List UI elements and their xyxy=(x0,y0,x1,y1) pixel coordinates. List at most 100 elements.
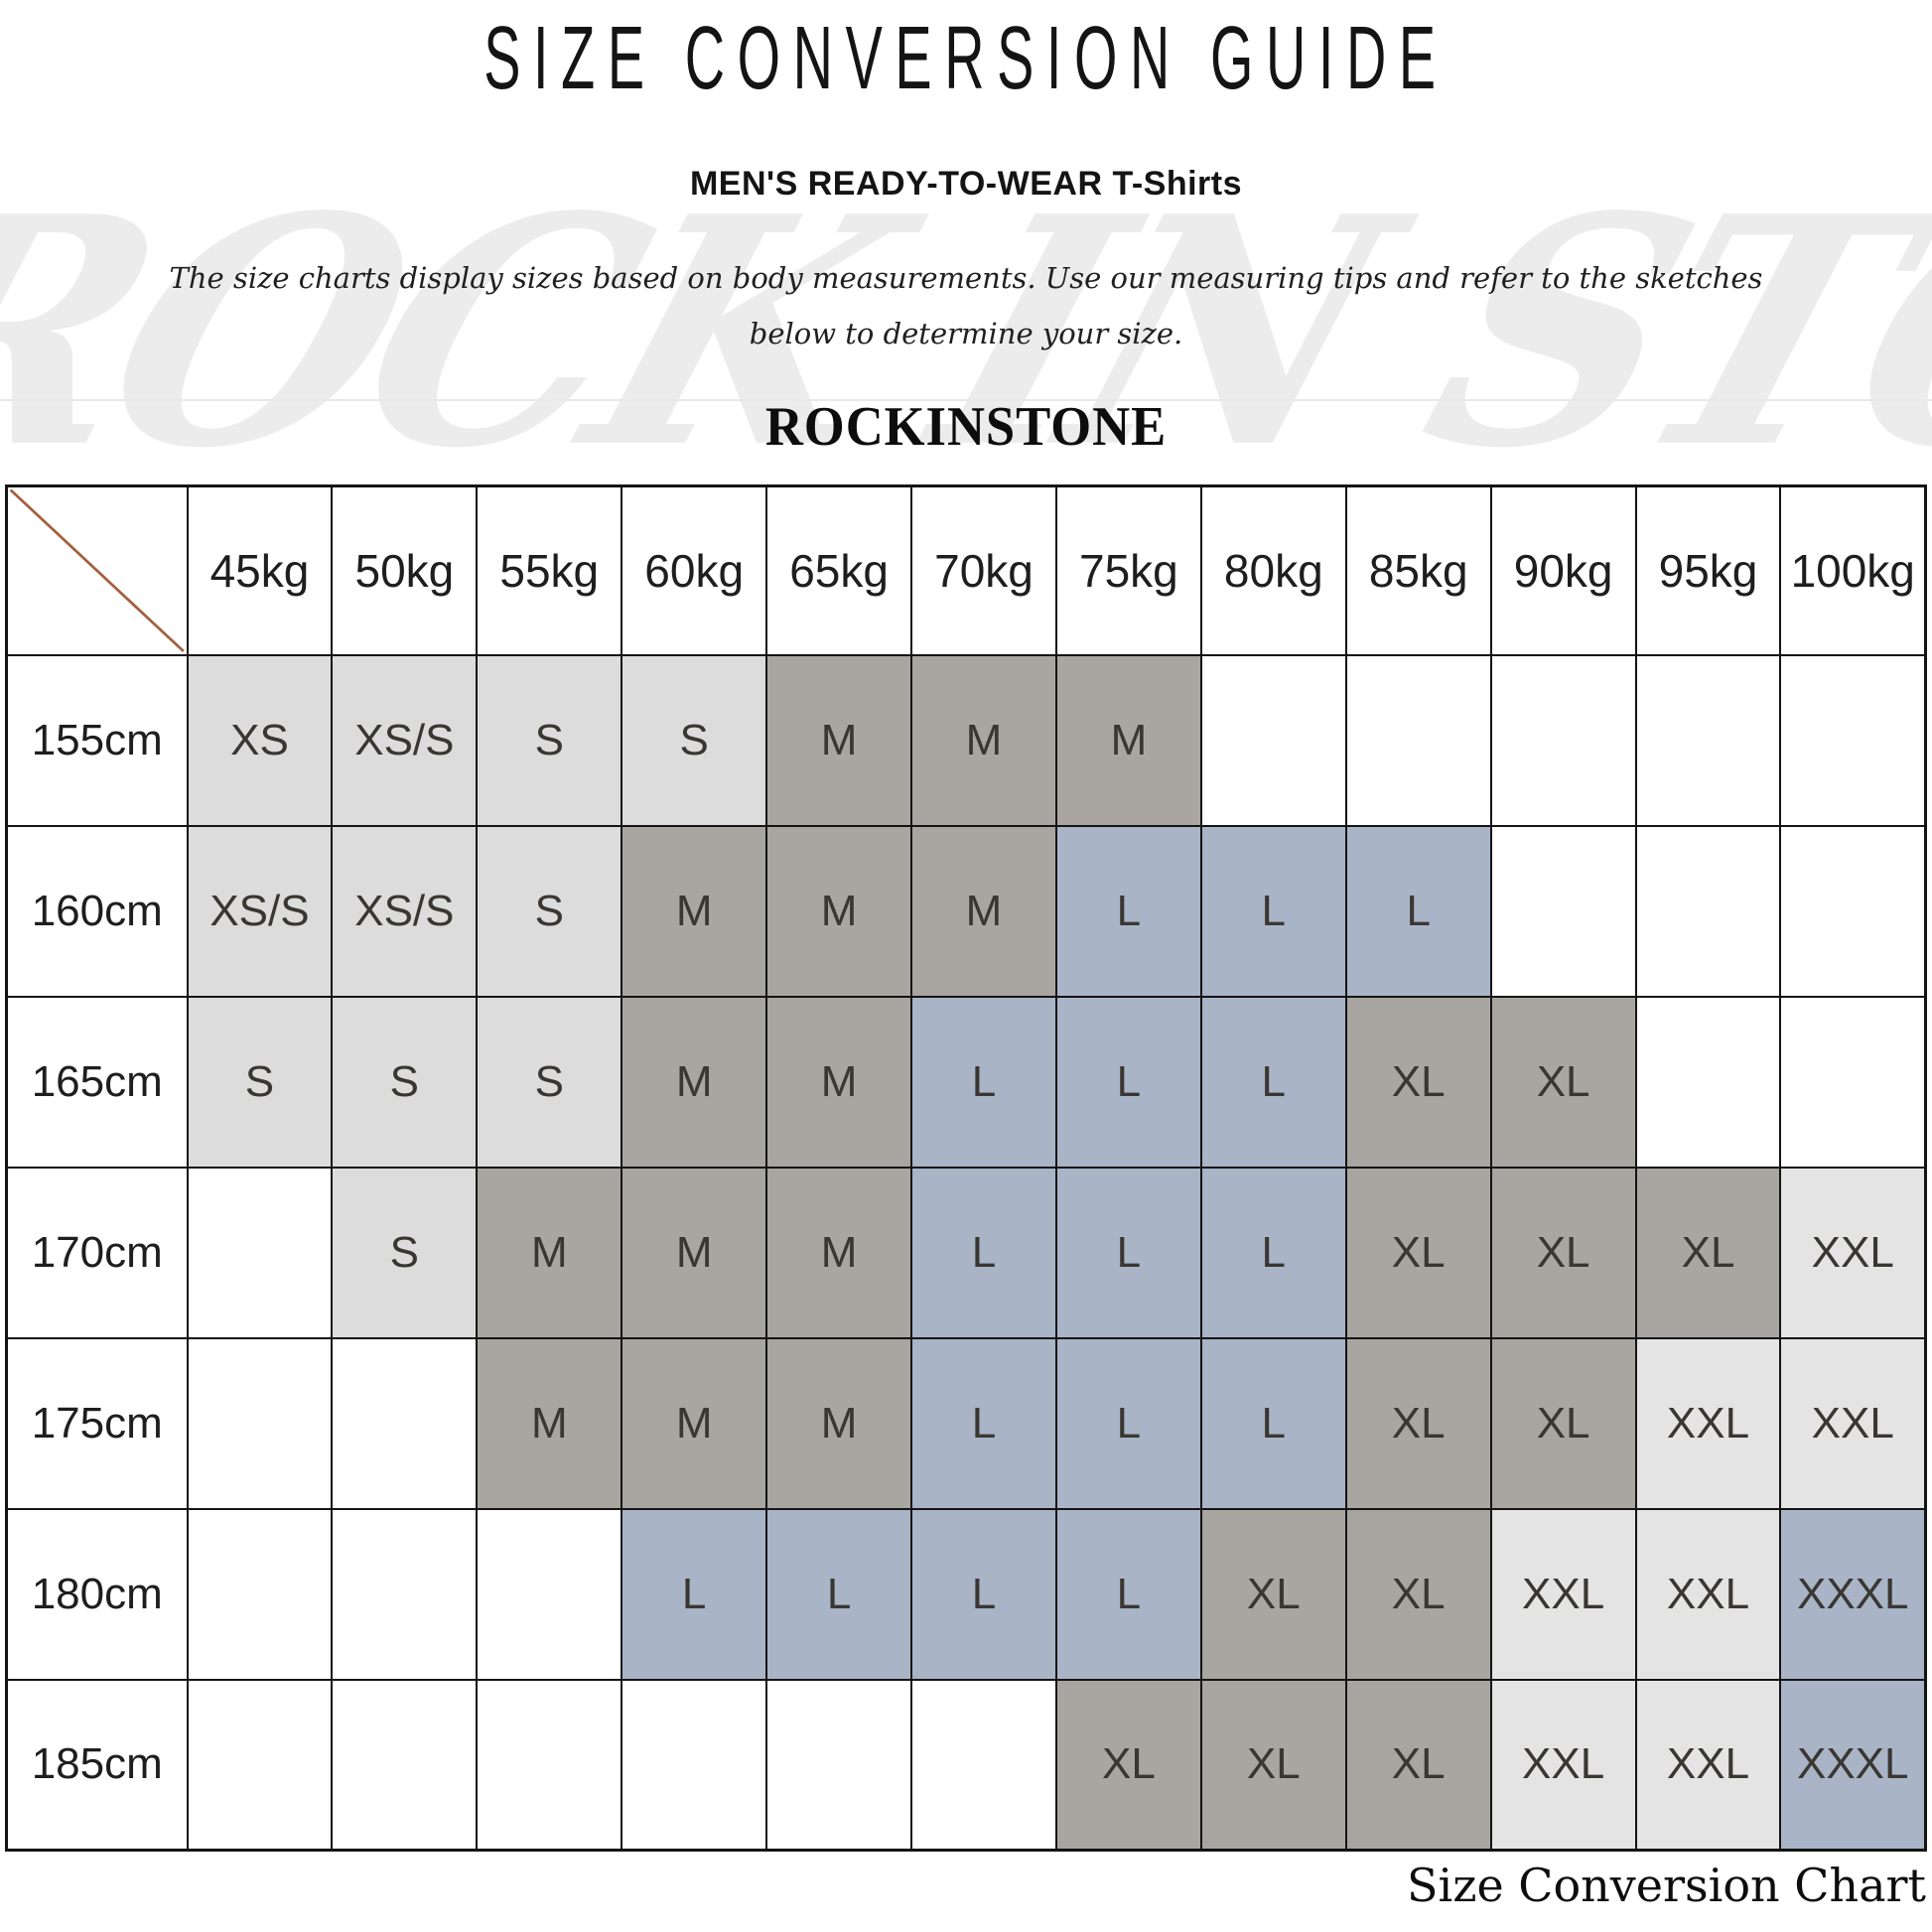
weight-header-cell: 50kg xyxy=(331,484,479,656)
size-cell: S xyxy=(186,995,334,1169)
size-cell: L xyxy=(910,1166,1057,1339)
size-cell xyxy=(186,1678,334,1852)
description-line-2: below to determine your size. xyxy=(749,317,1183,350)
height-header-cell: 170cm xyxy=(5,1166,189,1339)
size-cell: L xyxy=(910,1336,1057,1510)
weight-header-cell: 55kg xyxy=(476,484,623,656)
size-cell xyxy=(1489,824,1637,998)
size-cell: XXL xyxy=(1634,1678,1782,1852)
size-cell: XXXL xyxy=(1779,1507,1927,1681)
size-cell: XS/S xyxy=(186,824,334,998)
page-subtitle: MEN'S READY-TO-WEAR T-Shirts xyxy=(0,165,1932,204)
size-cell: M xyxy=(910,653,1057,827)
weight-header-cell: 95kg xyxy=(1634,484,1782,656)
size-cell: L xyxy=(1199,1166,1347,1339)
size-cell xyxy=(1779,653,1927,827)
height-header-cell: 155cm xyxy=(5,653,189,827)
size-cell: XL xyxy=(1199,1507,1347,1681)
weight-header-cell: 80kg xyxy=(1199,484,1347,656)
size-cell xyxy=(1779,995,1927,1169)
size-cell: XXL xyxy=(1489,1678,1637,1852)
table-row: 185cm XL XL XL XXL XXL XXXL xyxy=(5,1678,1927,1852)
size-cell: M xyxy=(476,1336,623,1510)
size-cell: M xyxy=(621,995,768,1169)
size-cell: XL xyxy=(1634,1166,1782,1339)
size-cell: XXL xyxy=(1634,1507,1782,1681)
size-cell: L xyxy=(1054,1166,1202,1339)
size-cell: L xyxy=(765,1507,913,1681)
table-row: 170cm S M M M L L L XL XL XL XXL xyxy=(5,1166,1927,1339)
size-cell: L xyxy=(1054,995,1202,1169)
size-cell xyxy=(186,1166,334,1339)
size-cell: XL xyxy=(1344,1166,1492,1339)
size-cell: L xyxy=(621,1507,768,1681)
weight-header-cell: 100kg xyxy=(1779,484,1927,656)
table-row: 165cm S S S M M L L L XL XL xyxy=(5,995,1927,1169)
size-cell xyxy=(186,1507,334,1681)
table-row: 175cm M M M L L L XL XL XXL XXL xyxy=(5,1336,1927,1510)
size-cell xyxy=(1489,653,1637,827)
size-cell: S xyxy=(476,824,623,998)
size-cell: XL xyxy=(1489,995,1637,1169)
table-row: 160cm XS/S XS/S S M M M L L L xyxy=(5,824,1927,998)
height-header-cell: 165cm xyxy=(5,995,189,1169)
size-cell: M xyxy=(765,653,913,827)
size-table: 45kg 50kg 55kg 60kg 65kg 70kg 75kg 80kg 85kg 90kg… xyxy=(5,484,1927,1852)
size-cell: S xyxy=(331,1166,479,1339)
size-cell: XS xyxy=(186,653,334,827)
weight-header-cell: 85kg xyxy=(1344,484,1492,656)
chart-caption: Size Conversion Chart xyxy=(1406,1859,1926,1912)
size-cell: M xyxy=(765,1336,913,1510)
brand-name: ROCKINSTONE xyxy=(764,396,1168,458)
size-cell: S xyxy=(476,995,623,1169)
weight-header-cell: 75kg xyxy=(1054,484,1202,656)
height-header-cell: 180cm xyxy=(5,1507,189,1681)
size-cell: XL xyxy=(1489,1336,1637,1510)
description-text: The size charts display sizes based on b… xyxy=(0,250,1932,361)
size-cell xyxy=(765,1678,913,1852)
size-cell: L xyxy=(1054,1507,1202,1681)
size-cell: XL xyxy=(1344,1336,1492,1510)
weight-header-cell: 60kg xyxy=(621,484,768,656)
height-header-cell: 185cm xyxy=(5,1678,189,1852)
weight-header-row: 45kg 50kg 55kg 60kg 65kg 70kg 75kg 80kg 85kg 90kg… xyxy=(5,484,1927,656)
size-cell: XXL xyxy=(1779,1336,1927,1510)
description-line-1: The size charts display sizes based on b… xyxy=(169,261,1763,295)
weight-header-cell: 70kg xyxy=(910,484,1057,656)
size-cell: S xyxy=(331,995,479,1169)
size-cell: XL xyxy=(1344,1678,1492,1852)
subtitle-category: MEN'S READY-TO-WEAR xyxy=(689,165,1103,203)
size-cell: L xyxy=(1054,1336,1202,1510)
size-cell: S xyxy=(476,653,623,827)
size-cell: L xyxy=(1199,1336,1347,1510)
size-cell xyxy=(910,1678,1057,1852)
size-cell: M xyxy=(621,1166,768,1339)
size-cell: XL xyxy=(1489,1166,1637,1339)
corner-cell xyxy=(5,484,189,656)
diagonal-line xyxy=(9,488,185,652)
size-cell: L xyxy=(1199,824,1347,998)
size-cell xyxy=(476,1507,623,1681)
subtitle-product: T-Shirts xyxy=(1112,165,1243,203)
size-cell: XS/S xyxy=(331,824,479,998)
size-cell xyxy=(331,1678,479,1852)
size-cell: L xyxy=(1054,824,1202,998)
weight-header-cell: 65kg xyxy=(765,484,913,656)
size-cell: XXXL xyxy=(1779,1678,1927,1852)
size-cell: XXL xyxy=(1489,1507,1637,1681)
size-cell xyxy=(1634,653,1782,827)
height-header-cell: 160cm xyxy=(5,824,189,998)
size-cell: M xyxy=(621,1336,768,1510)
weight-header-cell: 90kg xyxy=(1489,484,1637,656)
size-cell xyxy=(1779,824,1927,998)
size-cell xyxy=(331,1336,479,1510)
size-cell xyxy=(186,1336,334,1510)
size-cell: L xyxy=(1199,995,1347,1169)
size-cell: M xyxy=(1054,653,1202,827)
size-cell: XS/S xyxy=(331,653,479,827)
size-cell: L xyxy=(910,995,1057,1169)
size-cell: XXL xyxy=(1779,1166,1927,1339)
size-cell xyxy=(1634,995,1782,1169)
size-cell: M xyxy=(910,824,1057,998)
